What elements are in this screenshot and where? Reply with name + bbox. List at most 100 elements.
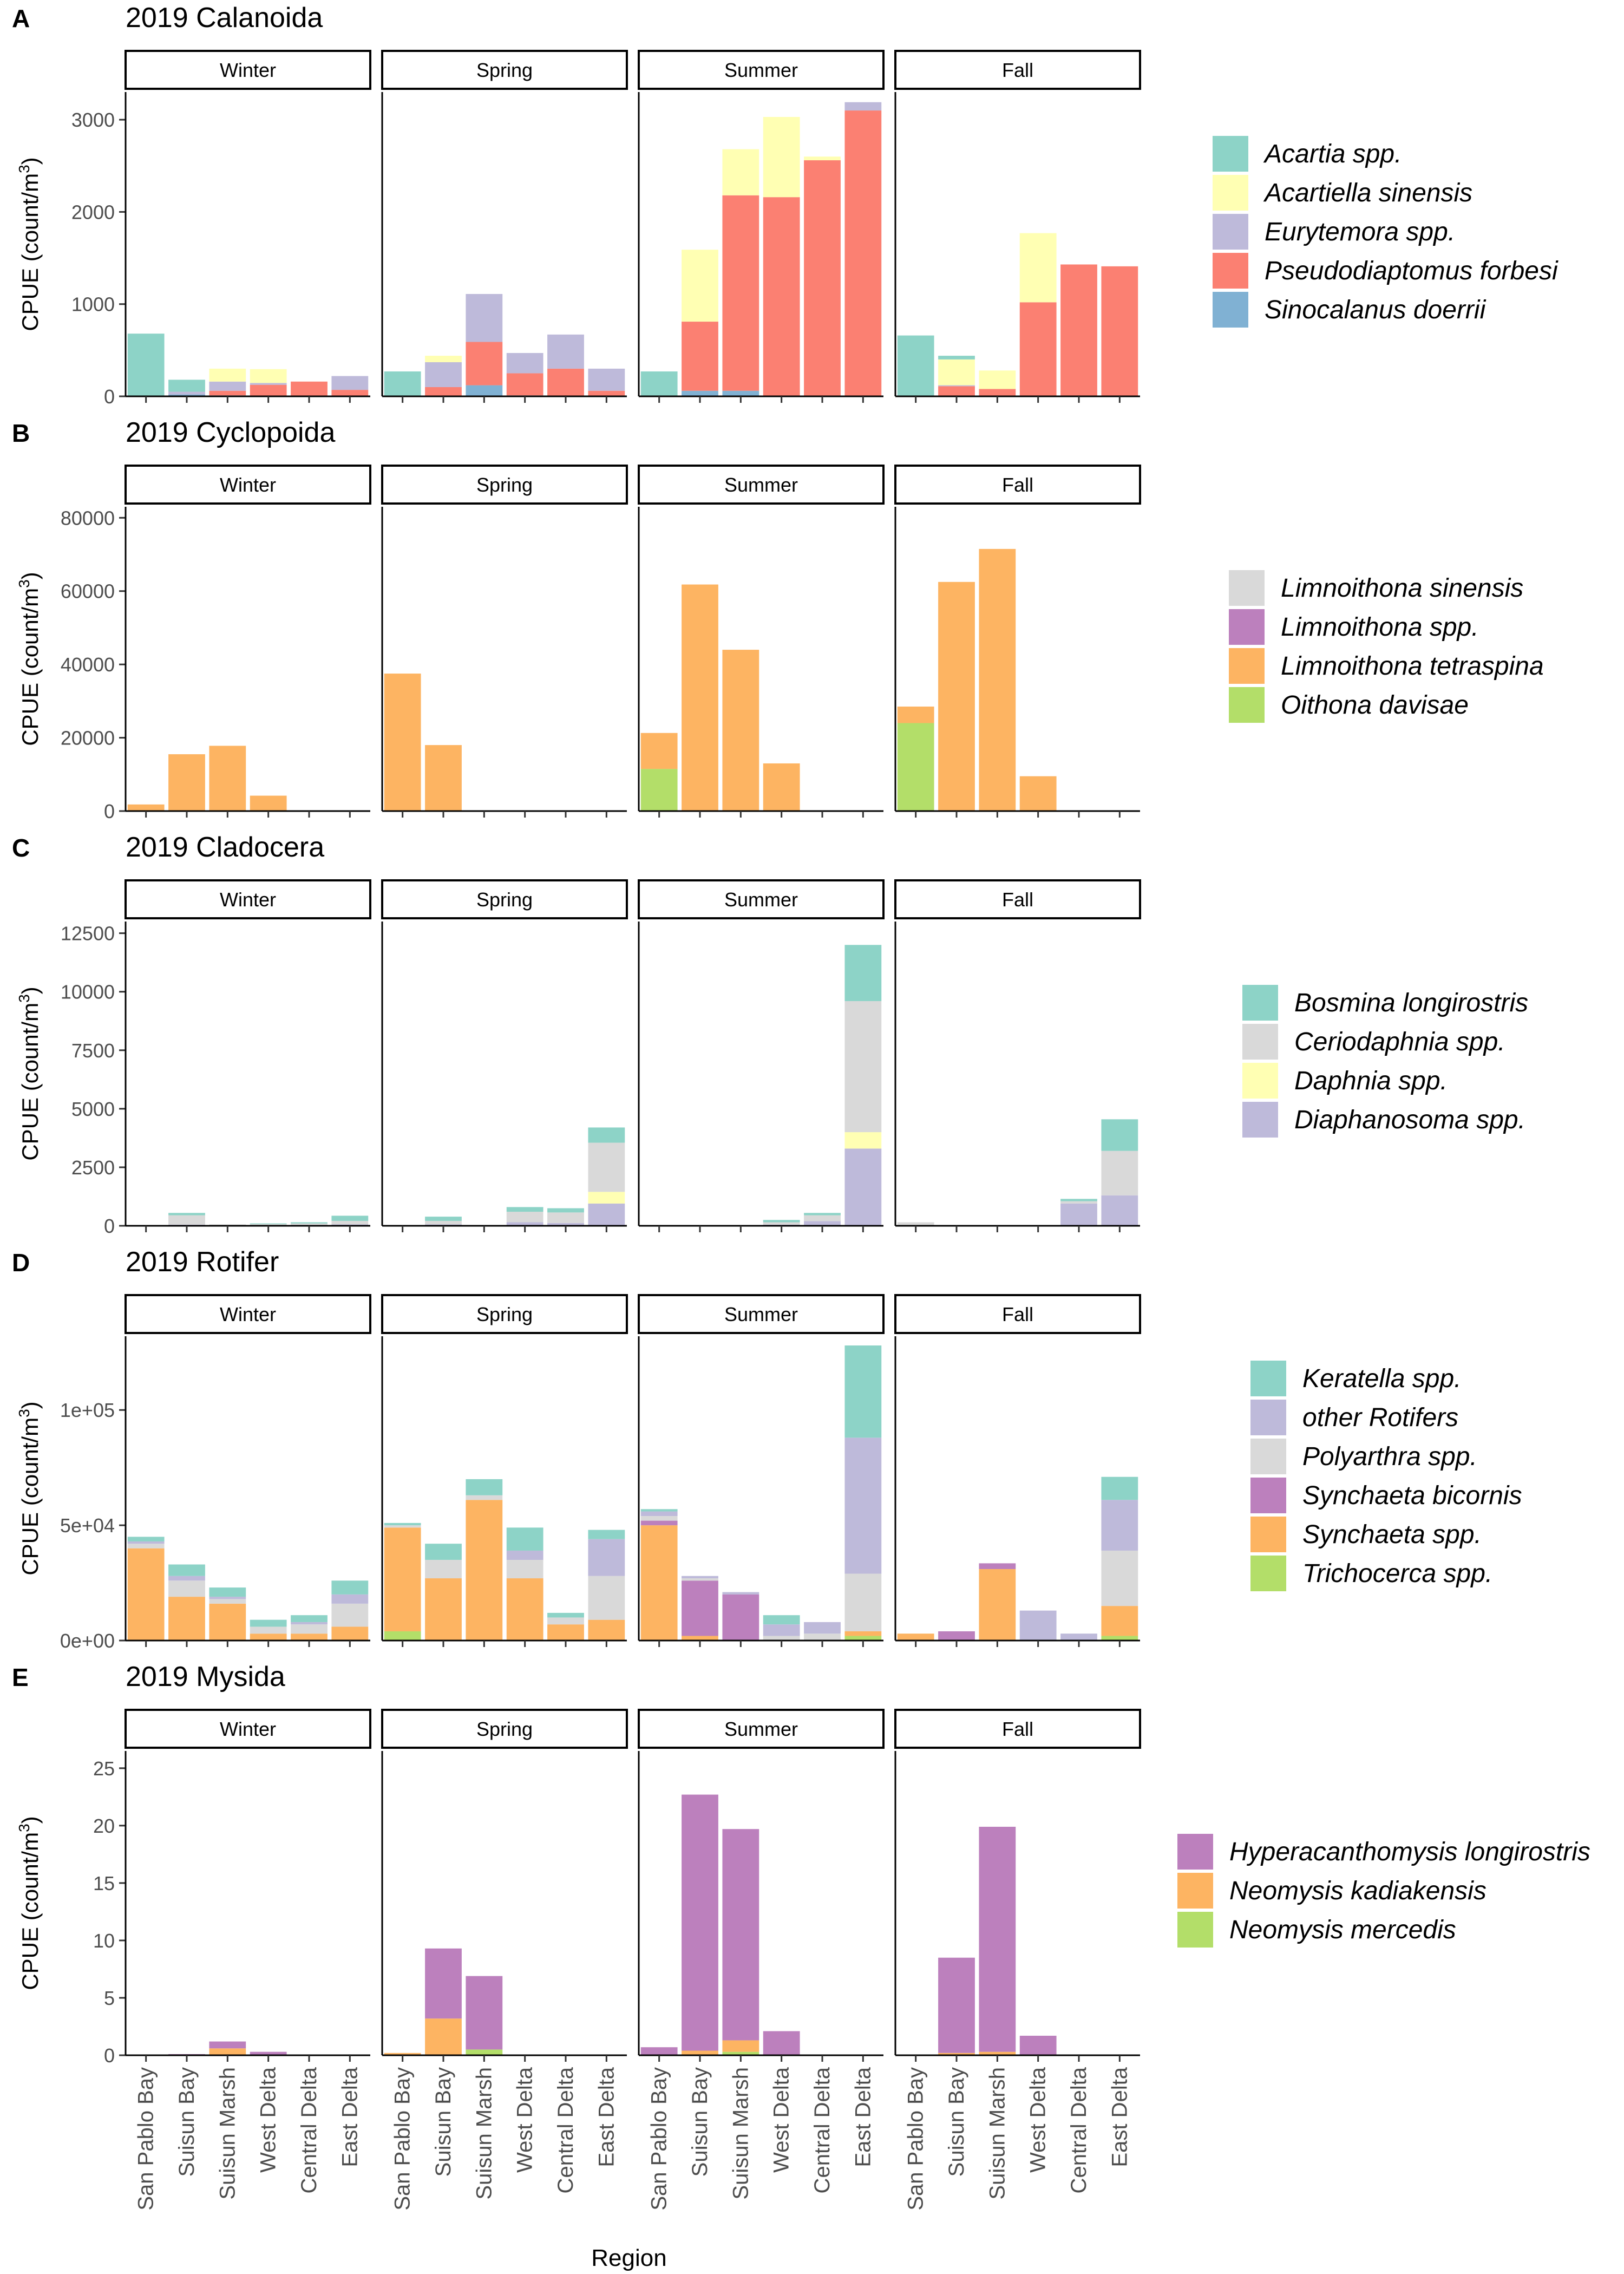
bar-segment-pseudodiaptomus-forbesi xyxy=(722,195,759,391)
bar-segment-pseudodiaptomus-forbesi xyxy=(547,368,584,396)
bar-segment-keratella-spp xyxy=(425,1544,462,1560)
legend-key-other-rotifers xyxy=(1250,1400,1286,1435)
legend: Keratella spp. other Rotifers Polyarthra s… xyxy=(1250,1361,1522,1591)
bar-segment-synchaeta-spp xyxy=(844,1631,882,1636)
facet-strip-label: Fall xyxy=(1002,59,1033,81)
bar-segment-acartiella-sinensis xyxy=(804,156,841,161)
y-tick-label: 0 xyxy=(104,1215,115,1237)
facet-summer: Summer xyxy=(638,879,885,1232)
y-tick-label: 12500 xyxy=(61,923,115,945)
legend-key-trichocerca-spp xyxy=(1250,1556,1286,1591)
facet-strip-label: Spring xyxy=(476,888,533,911)
facet-summer: Summer xyxy=(638,465,885,818)
bar-segment-synchaeta-spp xyxy=(682,1636,718,1641)
y-tick-label: 0 xyxy=(104,2044,115,2067)
bar-segment-pseudodiaptomus-forbesi xyxy=(250,384,287,396)
bar-segment-hyperacanthomysis-longirostris xyxy=(763,2031,800,2055)
bar-segment-limnoithona-tetraspina xyxy=(127,804,165,811)
panel-letter: E xyxy=(12,1663,29,1691)
facet-strip-label: Winter xyxy=(220,888,276,911)
bar-segment-acartiella-sinensis xyxy=(425,356,462,362)
x-tick-label: San Pablo Bay xyxy=(391,2067,415,2211)
bar-segment-ceriodaphnia-spp xyxy=(844,1001,882,1133)
bar-segment-other-rotifers xyxy=(1019,1610,1057,1641)
bar-segment-neomysis-kadiakensis xyxy=(425,2018,462,2055)
legend-label: Acartia spp. xyxy=(1263,140,1402,168)
bar-segment-keratella-spp xyxy=(844,1345,882,1438)
bar-segment-ceriodaphnia-spp xyxy=(291,1223,328,1225)
y-tick-label: 2000 xyxy=(71,201,115,223)
bar-segment-synchaeta-bicornis xyxy=(979,1563,1016,1570)
facet-winter: Winter xyxy=(125,465,371,818)
legend-key-oithona-davisae xyxy=(1229,687,1265,723)
bar-segment-polyarthra-spp xyxy=(1101,1550,1138,1606)
y-tick-label: 60000 xyxy=(61,580,115,603)
bar-segment-pseudodiaptomus-forbesi xyxy=(1019,302,1057,396)
legend-label: Eurytemora spp. xyxy=(1265,218,1455,246)
bar-segment-pseudodiaptomus-forbesi xyxy=(844,110,882,396)
facet-spring: Spring xyxy=(381,50,628,403)
bar-segment-keratella-spp xyxy=(506,1527,543,1551)
legend-label: Neomysis kadiakensis xyxy=(1229,1877,1487,1905)
legend-label: other Rotifers xyxy=(1302,1403,1458,1432)
bar-segment-keratella-spp xyxy=(168,1564,205,1576)
bar-segment-pseudodiaptomus-forbesi xyxy=(209,390,246,396)
bar-segment-diaphanosoma-spp xyxy=(588,1203,625,1226)
legend-key-limnoithona-spp xyxy=(1229,609,1265,645)
panel-title: 2019 Mysida xyxy=(126,1661,285,1693)
bar-segment-ceriodaphnia-spp xyxy=(763,1222,800,1225)
facet-strip xyxy=(125,1709,371,1749)
bar-segment-other-rotifers xyxy=(682,1576,718,1579)
legend-label: Neomysis mercedis xyxy=(1229,1916,1456,1944)
x-tick-label: Central Delta xyxy=(810,2067,834,2193)
legend: Limnoithona sinensis Limnoithona spp. Limn… xyxy=(1229,570,1544,723)
legend-label: Limnoithona spp. xyxy=(1281,613,1479,642)
panel-letter: C xyxy=(12,834,30,862)
bar-segment-synchaeta-spp xyxy=(588,1619,625,1641)
bar-segment-polyarthra-spp xyxy=(127,1544,165,1548)
legend-key-limnoithona-sinensis xyxy=(1229,570,1265,606)
bar-segment-bosmina-longirostris xyxy=(844,945,882,1001)
panel-letter: A xyxy=(12,4,30,32)
bar-segment-limnoithona-tetraspina xyxy=(763,763,800,811)
bar-segment-limnoithona-tetraspina xyxy=(640,733,678,769)
x-tick-label: Suisun Marsh xyxy=(215,2067,239,2200)
bar-segment-synchaeta-spp xyxy=(466,1500,503,1641)
bar-segment-neomysis-mercedis xyxy=(722,2051,759,2055)
bar-segment-eurytemora-spp xyxy=(209,381,246,391)
y-axis-title: CPUE (count/m3) xyxy=(16,1401,43,1575)
bar-segment-synchaeta-spp xyxy=(506,1578,543,1641)
x-tick-label: East Delta xyxy=(594,2067,618,2167)
bar-segment-sinocalanus-doerrii xyxy=(168,394,205,396)
bar-segment-polyarthra-spp xyxy=(209,1599,246,1604)
panel-letter: B xyxy=(12,419,30,447)
bar-segment-ceriodaphnia-spp xyxy=(425,1220,462,1225)
facet-spring: Spring xyxy=(381,1294,628,1647)
legend-key-bosmina-longirostris xyxy=(1242,985,1278,1021)
bar-segment-pseudodiaptomus-forbesi xyxy=(506,373,543,396)
facet-strip xyxy=(894,879,1141,919)
bar-segment-limnoithona-tetraspina xyxy=(168,754,205,811)
bar-segment-polyarthra-spp xyxy=(640,1516,678,1521)
bar-segment-other-rotifers xyxy=(209,1597,246,1599)
bar-segment-other-rotifers xyxy=(844,1437,882,1574)
bar-segment-acartiella-sinensis xyxy=(938,359,975,385)
bar-segment-acartiella-sinensis xyxy=(209,368,246,382)
legend: Bosmina longirostris Ceriodaphnia spp. Dap… xyxy=(1242,985,1528,1138)
panel-title: 2019 Cyclopoida xyxy=(126,417,335,448)
bar-segment-acartiella-sinensis xyxy=(979,370,1016,389)
legend-key-diaphanosoma-spp xyxy=(1242,1102,1278,1138)
bar-segment-other-rotifers xyxy=(1101,1500,1138,1551)
y-axis-title: CPUE (count/m3) xyxy=(16,572,43,746)
facet-strip-label: Fall xyxy=(1002,888,1033,911)
y-tick-label: 10000 xyxy=(61,981,115,1003)
legend: Hyperacanthomysis longirostris Neomysis k… xyxy=(1177,1834,1590,1948)
x-tick-label: West Delta xyxy=(513,2067,537,2173)
bar-segment-acartiella-sinensis xyxy=(722,149,759,195)
bar-segment-bosmina-longirostris xyxy=(168,1213,205,1216)
bar-segment-synchaeta-spp xyxy=(127,1548,165,1641)
bar-segment-bosmina-longirostris xyxy=(1060,1199,1097,1201)
y-tick-label: 7500 xyxy=(71,1040,115,1062)
